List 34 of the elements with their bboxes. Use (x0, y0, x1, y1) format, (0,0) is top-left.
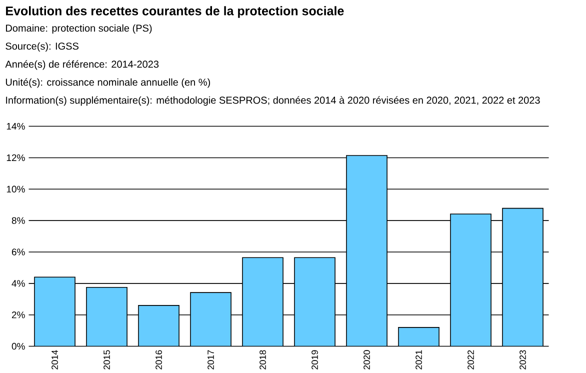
x-tick-label: 2020 (364, 350, 370, 370)
source-note: Source(s): IGSS (6, 42, 78, 52)
bar (502, 208, 544, 346)
text: Domaine: protection sociale (PS) (6, 24, 152, 34)
y-tick-label: 14% (6, 122, 25, 130)
y-tick-label: 8% (12, 217, 25, 224)
y-tick-label: 4% (12, 280, 25, 287)
bar (398, 327, 440, 346)
bar (138, 305, 180, 346)
y-tick-label: 12% (6, 154, 25, 162)
y-tick-label: 6% (12, 248, 25, 256)
bar (34, 276, 76, 346)
y-tick-label: 10% (6, 186, 25, 193)
x-tick-label: 2019 (312, 350, 318, 370)
chart-title: Evolution des recettes courantes de la protection sociale (6, 6, 344, 18)
bar (294, 257, 336, 346)
x-tick-label: 2017 (208, 350, 214, 370)
bar (242, 257, 284, 346)
x-tick-label: 2014 (52, 350, 58, 370)
x-tick-label: 2022 (468, 350, 474, 370)
bar (450, 214, 492, 346)
bar (346, 155, 388, 346)
bar (190, 292, 232, 346)
x-tick-label: 2018 (260, 350, 266, 370)
x-tick-label: 2023 (520, 350, 526, 370)
bar (86, 286, 128, 346)
y-tick-label: 2% (12, 312, 25, 318)
x-tick-label: 2016 (156, 350, 162, 370)
x-tick-label: 2015 (104, 350, 110, 370)
y-tick-label: 0% (12, 342, 25, 350)
text: Année(s) de référence: 2014-2023 (5, 60, 159, 70)
text: Information(s) supplémentaire(s): méthodologie SESPROS; données 2014 à 2020 révisées en 2020, 2021, 2022 et 2023 (6, 96, 540, 106)
x-tick-label: 2021 (416, 350, 422, 370)
text: Unité(s): croissance nominale annuelle (en %) (6, 78, 210, 88)
